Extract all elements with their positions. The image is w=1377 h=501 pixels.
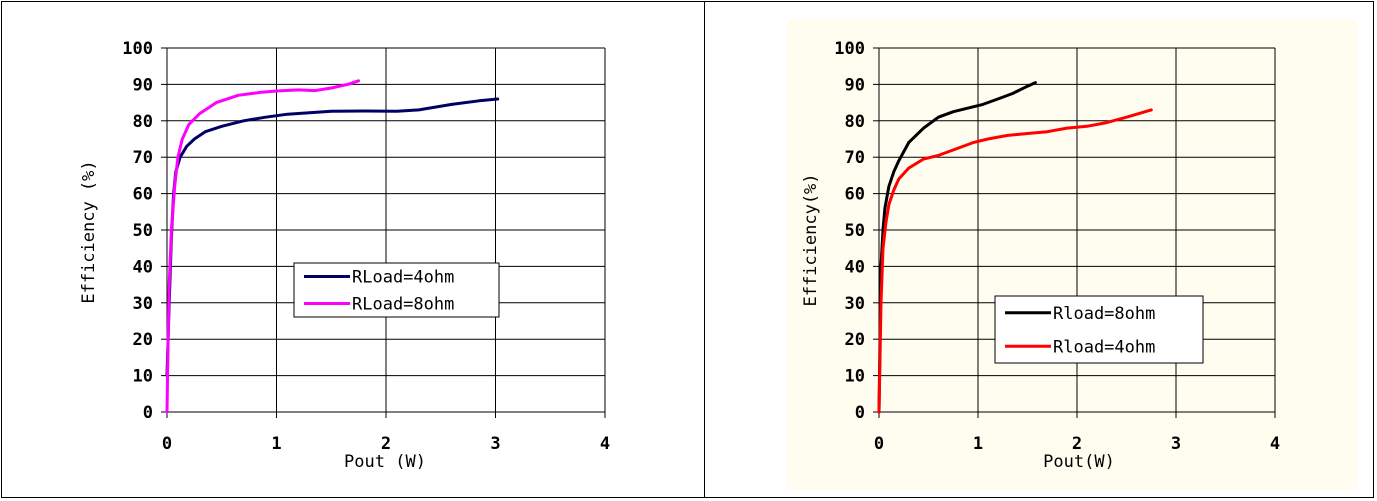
x-axis-label: Pout(W) [1043,452,1115,472]
chart-background [787,20,1357,490]
x-tick-label: 4 [600,434,610,454]
x-tick-label: 0 [874,434,884,454]
efficiency-chart-left: 0 10 20 30 40 50 60 70 80 90 100 0 1 2 3 4 Pout (W) Effic… [8,10,698,490]
chart-panel-left: 0 10 20 30 40 50 60 70 80 90 100 0 1 2 3 4 Pout (W) Effic… [8,10,698,490]
y-tick-label: 100 [834,39,865,59]
x-tick-label: 2 [381,434,391,454]
x-tick-label: 3 [1171,434,1181,454]
x-tick-label: 4 [1270,434,1280,454]
y-axis-label: Efficiency (%) [79,160,99,303]
x-tick-label: 3 [490,434,500,454]
y-tick-label: 40 [133,257,153,277]
y-tick-label: 80 [133,112,153,132]
x-tick-label: 1 [973,434,983,454]
chart-panel-right: 0 10 20 30 40 50 60 70 80 90 100 0 1 2 3 4 Pout(W) Effici… [712,10,1372,490]
legend-label-2: Rload=4ohm [1053,337,1155,357]
y-tick-label: 90 [845,75,865,95]
y-tick-label: 0 [855,403,865,423]
x-tick-label: 2 [1072,434,1082,454]
legend-box [293,262,500,318]
y-tick-label: 30 [845,294,865,314]
y-tick-label: 60 [133,185,153,205]
chart-background [8,10,698,490]
x-axis-label: Pout (W) [344,452,426,472]
series-line-1 [877,81,1037,414]
y-axis-label: Efficiency(%) [801,173,821,306]
y-tick-label: 50 [845,221,865,241]
x-tick-label: 0 [162,434,172,454]
y-tick-label: 100 [122,39,153,59]
legend-label-2: RLoad=8ohm [352,295,454,315]
y-tick-label: 50 [133,221,153,241]
y-tick-label: 0 [143,403,153,423]
x-tick-label: 1 [271,434,281,454]
legend-label-1: RLoad=4ohm [352,268,454,288]
y-tick-label: 30 [133,294,153,314]
y-tick-label: 90 [133,75,153,95]
y-tick-label: 70 [845,148,865,168]
y-tick-label: 60 [845,185,865,205]
series-line-2 [165,79,361,414]
y-tick-label: 80 [845,112,865,132]
y-tick-label: 10 [845,367,865,387]
legend-box [994,295,1204,364]
y-tick-label: 40 [845,257,865,277]
efficiency-chart-right: 0 10 20 30 40 50 60 70 80 90 100 0 1 2 3 4 Pout(W) Effici… [787,20,1357,490]
y-tick-label: 20 [845,330,865,350]
series-line-2 [877,108,1153,414]
panel-divider [704,1,705,498]
y-tick-label: 70 [133,148,153,168]
y-tick-label: 10 [133,367,153,387]
legend-label-1: Rload=8ohm [1053,304,1155,324]
y-tick-label: 20 [133,330,153,350]
